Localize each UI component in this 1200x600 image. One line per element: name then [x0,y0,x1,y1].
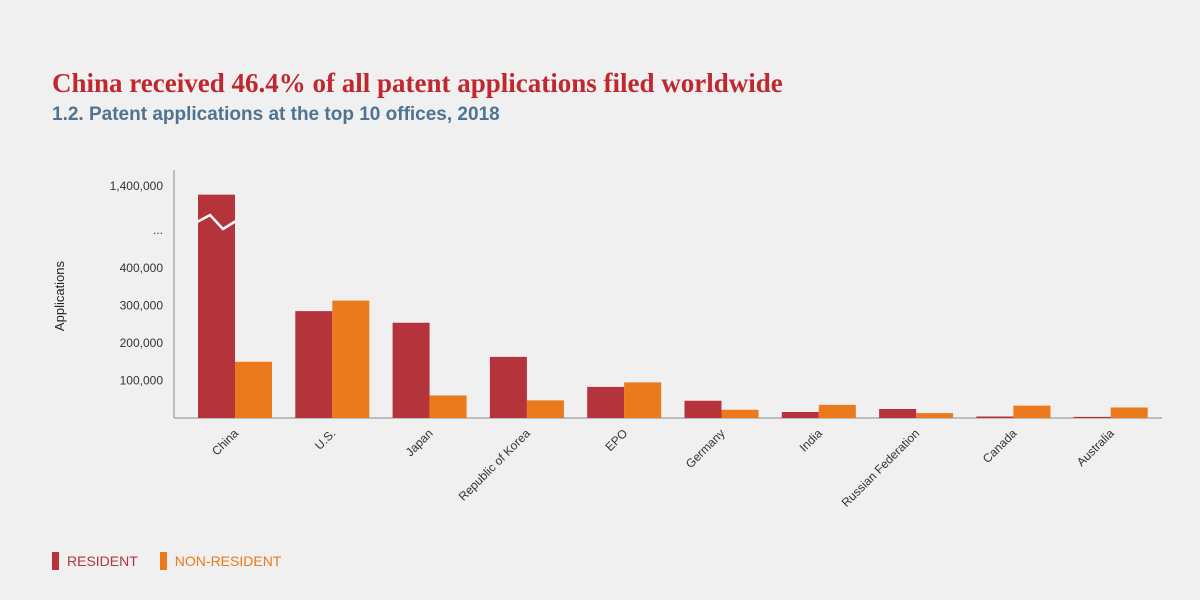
bar-u-s--resident [295,311,333,418]
bar-canada-resident [976,416,1014,418]
bar-germany-resident [684,400,722,418]
x-tick-label-3: Republic of Korea [456,426,534,504]
bar-germany-non-resident [721,409,759,418]
y-axis-label: Applications [52,260,67,331]
y-tick-label-3: 400,000 [120,261,164,275]
legend-item-non-resident: NON-RESIDENT [159,552,282,570]
bar-japan-resident [392,322,430,418]
bar-russian-federation-non-resident [916,413,954,418]
x-tick-label-0: China [209,426,241,458]
legend-label-resident: RESIDENT [67,553,138,569]
x-tick-label-2: Japan [403,426,436,459]
bar-japan-non-resident [429,395,467,418]
x-tick-label-9: Australia [1074,426,1117,469]
y-tick-label-4: ... [153,223,163,237]
legend-swatch-resident [52,552,59,570]
y-tick-label-2: 300,000 [120,299,164,313]
bar-china-resident [198,194,235,418]
chart-subtitle: 1.2. Patent applications at the top 10 o… [52,104,500,125]
y-tick-label-5: 1,400,000 [110,179,164,193]
x-tick-label-6: India [797,426,826,455]
bar-u-s--non-resident [332,300,370,418]
bar-china-non-resident [235,361,272,418]
bar-republic-of-korea-non-resident [526,400,564,418]
x-tick-label-4: EPO [603,426,631,454]
legend-label-non-resident: NON-RESIDENT [174,553,282,569]
y-tick-label-1: 200,000 [120,336,164,350]
legend-item-resident: RESIDENT [52,552,138,570]
bar-russian-federation-resident [879,409,917,418]
axis-break-mark [196,213,237,231]
bar-epo-non-resident [624,382,662,418]
x-tick-label-7: Russian Federation [839,426,922,509]
bar-australia-resident [1073,416,1111,418]
legend-swatch-non-resident [159,552,167,570]
y-tick-label-0: 100,000 [120,374,164,388]
legend: RESIDENT NON-RESIDENT [52,552,303,570]
bar-australia-non-resident [1110,407,1148,418]
x-tick-label-8: Canada [980,426,1020,466]
chart-title: China received 46.4% of all patent appli… [52,68,783,98]
x-tick-label-5: Germany [683,426,728,471]
bar-republic-of-korea-resident [489,356,527,418]
x-tick-label-1: U.S. [312,426,338,452]
bar-india-non-resident [818,404,856,418]
bar-epo-resident [587,386,625,418]
bar-canada-non-resident [1013,405,1051,418]
bar-india-resident [781,412,819,418]
